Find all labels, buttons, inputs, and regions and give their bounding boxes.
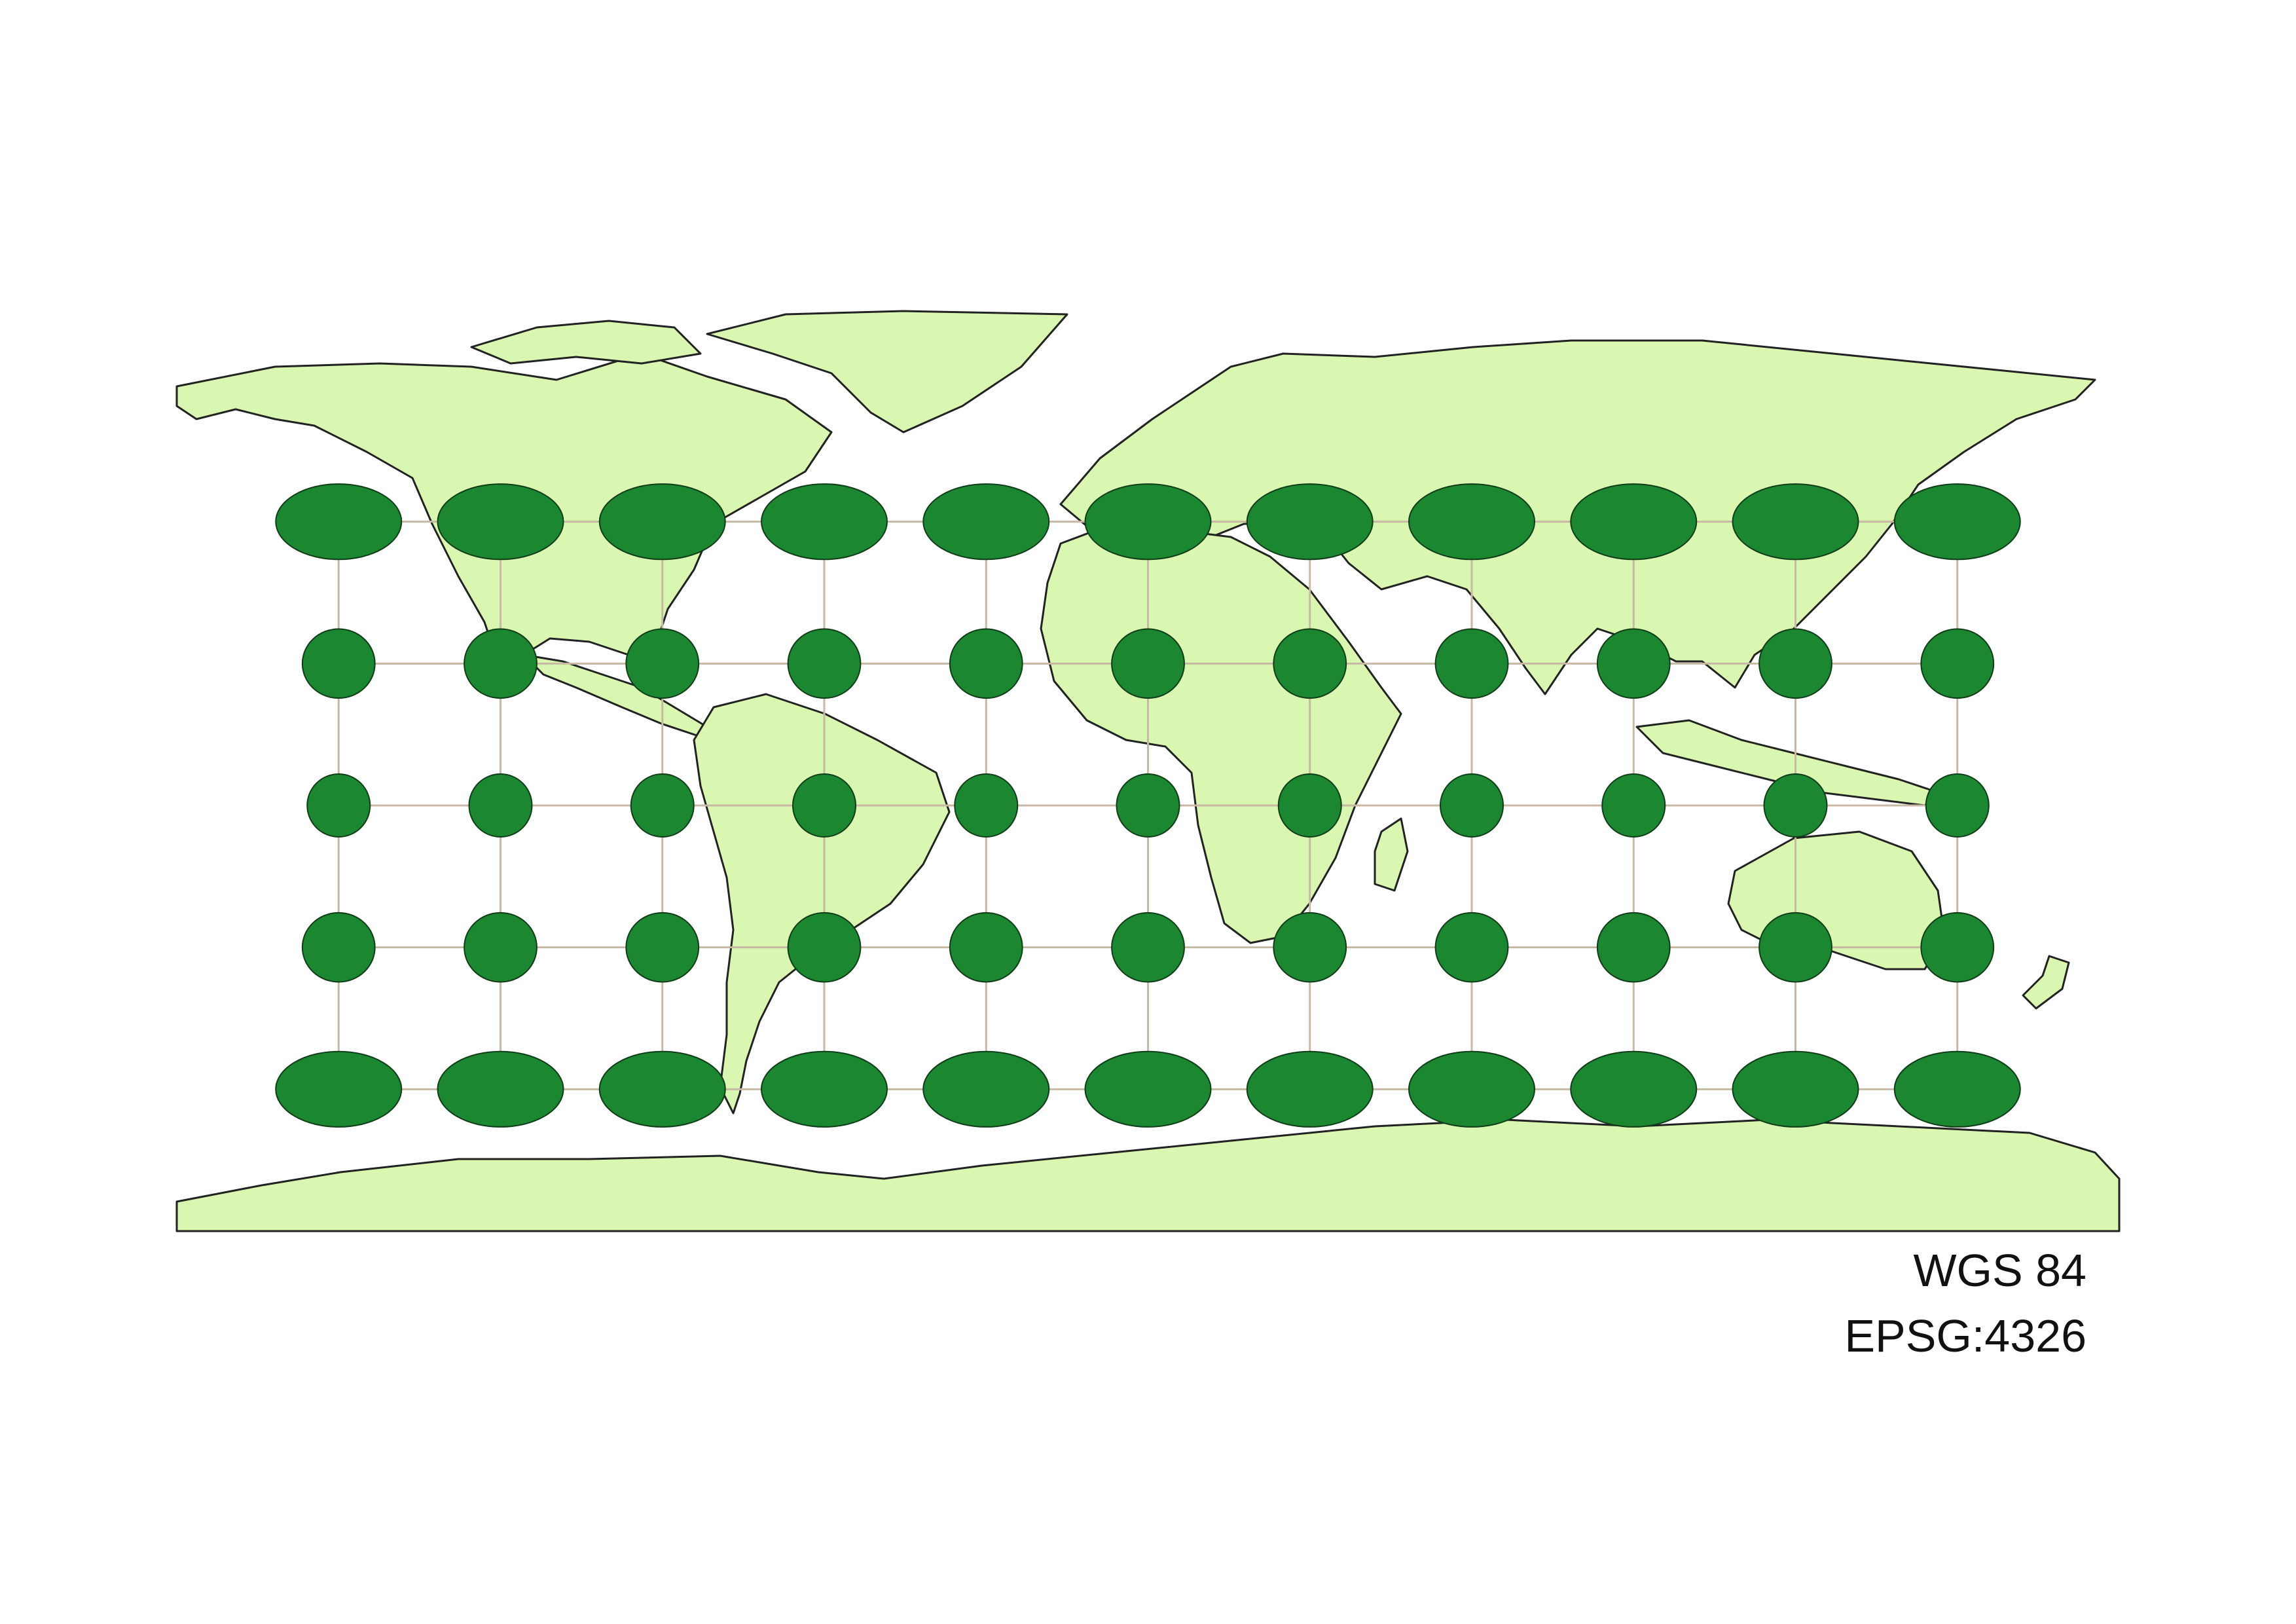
tissot-ellipse bbox=[464, 628, 538, 699]
tissot-ellipse bbox=[630, 773, 695, 838]
land-greenland bbox=[706, 310, 1068, 434]
tissot-ellipse bbox=[1758, 912, 1832, 983]
land-africa bbox=[1040, 523, 1402, 944]
tissot-ellipse bbox=[1893, 1050, 2021, 1128]
tissot-indicatrix bbox=[275, 483, 2021, 1128]
tissot-ellipse bbox=[1732, 1050, 1859, 1128]
crs-code-label: EPSG:4326 bbox=[1844, 1310, 2086, 1361]
tissot-ellipse bbox=[1758, 628, 1832, 699]
tissot-ellipse bbox=[1732, 483, 1859, 561]
tissot-ellipse bbox=[1408, 483, 1535, 561]
tissot-ellipse bbox=[1920, 628, 1995, 699]
tissot-ellipse bbox=[922, 1050, 1050, 1128]
tissot-ellipse bbox=[1277, 773, 1342, 838]
tissot-ellipse bbox=[761, 483, 888, 561]
tissot-ellipse bbox=[1570, 1050, 1698, 1128]
tissot-ellipse bbox=[625, 628, 700, 699]
land-masses bbox=[175, 310, 2121, 1232]
tissot-ellipse bbox=[464, 912, 538, 983]
tissot-ellipse bbox=[1273, 912, 1347, 983]
tissot-ellipse bbox=[437, 1050, 564, 1128]
tissot-ellipse bbox=[761, 1050, 888, 1128]
tissot-ellipse bbox=[787, 912, 862, 983]
tissot-ellipse bbox=[1596, 628, 1671, 699]
tissot-ellipse bbox=[1570, 483, 1698, 561]
tissot-ellipse bbox=[949, 912, 1023, 983]
tissot-ellipse bbox=[1920, 912, 1995, 983]
tissot-ellipse bbox=[922, 483, 1050, 561]
tissot-ellipse bbox=[1111, 628, 1185, 699]
tissot-ellipse bbox=[1596, 912, 1671, 983]
tissot-ellipse bbox=[1408, 1050, 1535, 1128]
tissot-ellipse bbox=[792, 773, 856, 838]
tissot-ellipse bbox=[1893, 483, 2021, 561]
tissot-ellipse bbox=[949, 628, 1023, 699]
tissot-ellipse bbox=[301, 912, 376, 983]
tissot-ellipse bbox=[1273, 628, 1347, 699]
tissot-ellipse bbox=[275, 483, 403, 561]
tissot-ellipse bbox=[1763, 773, 1828, 838]
tissot-ellipse bbox=[1601, 773, 1666, 838]
tissot-ellipse bbox=[1246, 1050, 1374, 1128]
land-arctic-islands bbox=[470, 320, 702, 365]
land-new-zealand bbox=[2022, 955, 2070, 1010]
tissot-ellipse bbox=[275, 1050, 403, 1128]
tissot-ellipse bbox=[1434, 912, 1509, 983]
tissot-ellipse bbox=[1111, 912, 1185, 983]
tissot-ellipse bbox=[1925, 773, 1990, 838]
tissot-ellipse bbox=[954, 773, 1019, 838]
tissot-ellipse bbox=[1084, 483, 1212, 561]
tissot-ellipse bbox=[468, 773, 533, 838]
tissot-ellipse bbox=[787, 628, 862, 699]
tissot-ellipse bbox=[1440, 773, 1504, 838]
tissot-ellipse bbox=[437, 483, 564, 561]
tissot-ellipse bbox=[598, 483, 726, 561]
tissot-ellipse bbox=[1246, 483, 1374, 561]
land-antarctica bbox=[175, 1118, 2121, 1232]
tissot-ellipse bbox=[1116, 773, 1180, 838]
crs-name-label: WGS 84 bbox=[1913, 1245, 2086, 1296]
tissot-ellipse bbox=[1084, 1050, 1212, 1128]
tissot-ellipse bbox=[301, 628, 376, 699]
tissot-ellipse bbox=[306, 773, 371, 838]
land-madagascar bbox=[1374, 817, 1409, 892]
tissot-ellipse bbox=[598, 1050, 726, 1128]
land-south-america bbox=[693, 693, 951, 1115]
tissot-ellipse bbox=[1434, 628, 1509, 699]
tissot-ellipse bbox=[625, 912, 700, 983]
